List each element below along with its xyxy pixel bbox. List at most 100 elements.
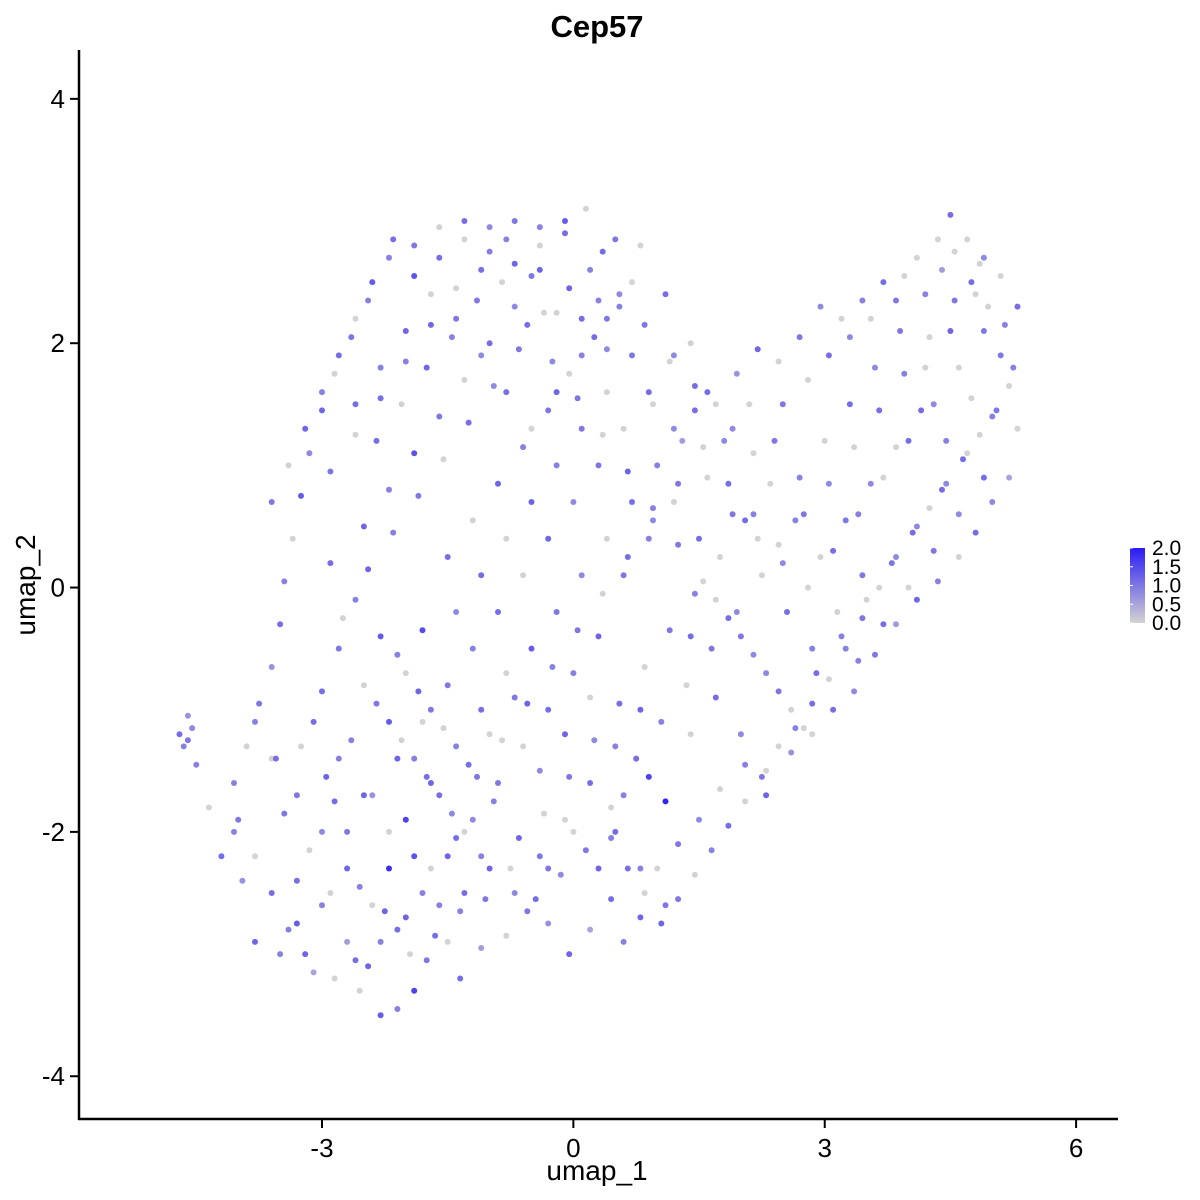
data-point — [310, 969, 317, 976]
data-point — [1006, 383, 1013, 389]
data-point — [478, 352, 485, 359]
data-point — [302, 425, 309, 432]
data-point — [1010, 364, 1017, 371]
data-point — [771, 437, 778, 444]
data-point — [980, 328, 987, 334]
data-point — [825, 480, 832, 487]
data-point — [394, 1006, 401, 1012]
data-point — [658, 718, 665, 725]
data-point — [641, 321, 648, 328]
data-point — [436, 413, 443, 420]
data-point — [532, 896, 539, 903]
data-point — [344, 938, 351, 945]
data-point — [637, 914, 644, 921]
data-point — [779, 560, 786, 567]
data-point — [717, 786, 723, 793]
data-point — [478, 945, 485, 951]
data-point — [557, 871, 564, 878]
data-point — [541, 309, 547, 316]
data-point — [448, 334, 455, 341]
data-point — [637, 865, 644, 872]
data-point — [758, 572, 765, 579]
data-point — [796, 334, 803, 341]
data-point — [687, 633, 694, 640]
data-point — [252, 718, 258, 725]
data-point — [825, 676, 832, 683]
data-point — [360, 682, 367, 689]
data-point — [281, 810, 288, 817]
data-point — [775, 358, 782, 365]
data-point — [624, 554, 631, 560]
data-point — [599, 590, 606, 597]
data-point — [352, 596, 359, 603]
data-point — [918, 407, 925, 414]
data-point — [193, 761, 200, 768]
data-point — [599, 248, 606, 255]
data-point — [365, 566, 372, 573]
data-point — [415, 688, 422, 695]
data-point — [662, 798, 669, 805]
data-point — [298, 743, 304, 750]
data-point — [608, 804, 615, 811]
data-point — [465, 419, 472, 426]
x-tick-label: -3 — [310, 1133, 333, 1163]
data-point — [377, 1012, 384, 1019]
data-point — [570, 670, 577, 677]
data-point — [319, 902, 325, 909]
data-point — [268, 664, 275, 670]
data-point — [989, 499, 996, 505]
data-point — [448, 810, 455, 817]
data-point — [951, 248, 958, 255]
data-point — [541, 810, 547, 817]
data-point — [369, 902, 376, 909]
data-point — [989, 413, 996, 420]
data-point — [511, 218, 518, 224]
data-point — [633, 755, 640, 762]
data-point — [566, 370, 573, 377]
data-point — [788, 749, 795, 756]
data-point — [880, 279, 887, 286]
data-point — [524, 700, 531, 707]
data-point — [339, 615, 346, 622]
data-point — [624, 468, 631, 475]
data-point — [712, 401, 719, 408]
data-point — [855, 511, 862, 518]
data-point — [407, 951, 413, 958]
data-point — [1006, 474, 1013, 481]
data-point — [867, 480, 874, 487]
data-point — [536, 266, 543, 273]
data-point — [360, 792, 367, 799]
data-point — [486, 340, 493, 347]
data-point — [721, 437, 728, 444]
data-point — [411, 987, 418, 994]
data-point — [545, 865, 552, 872]
data-point — [411, 273, 418, 279]
data-point — [436, 792, 443, 799]
data-point — [566, 773, 573, 780]
data-point — [947, 211, 954, 218]
data-point — [495, 480, 501, 487]
data-point — [733, 609, 740, 615]
data-point — [733, 370, 740, 377]
data-point — [373, 437, 380, 444]
data-point — [729, 425, 736, 432]
data-point — [603, 315, 610, 322]
data-point — [650, 505, 656, 512]
data-point — [386, 254, 392, 261]
data-point — [356, 987, 363, 994]
data-point — [905, 584, 912, 591]
data-point — [503, 236, 510, 243]
data-point — [951, 297, 958, 304]
data-point — [670, 352, 677, 359]
x-tick-label: 6 — [1069, 1133, 1083, 1163]
data-point — [737, 633, 744, 640]
data-point — [465, 761, 472, 768]
chart-title: Cep57 — [550, 9, 643, 44]
data-point — [867, 315, 874, 322]
data-point — [566, 951, 573, 958]
data-point — [180, 743, 187, 750]
data-point — [578, 425, 585, 432]
data-point — [319, 389, 325, 396]
data-point — [901, 370, 908, 377]
data-point — [306, 847, 313, 854]
